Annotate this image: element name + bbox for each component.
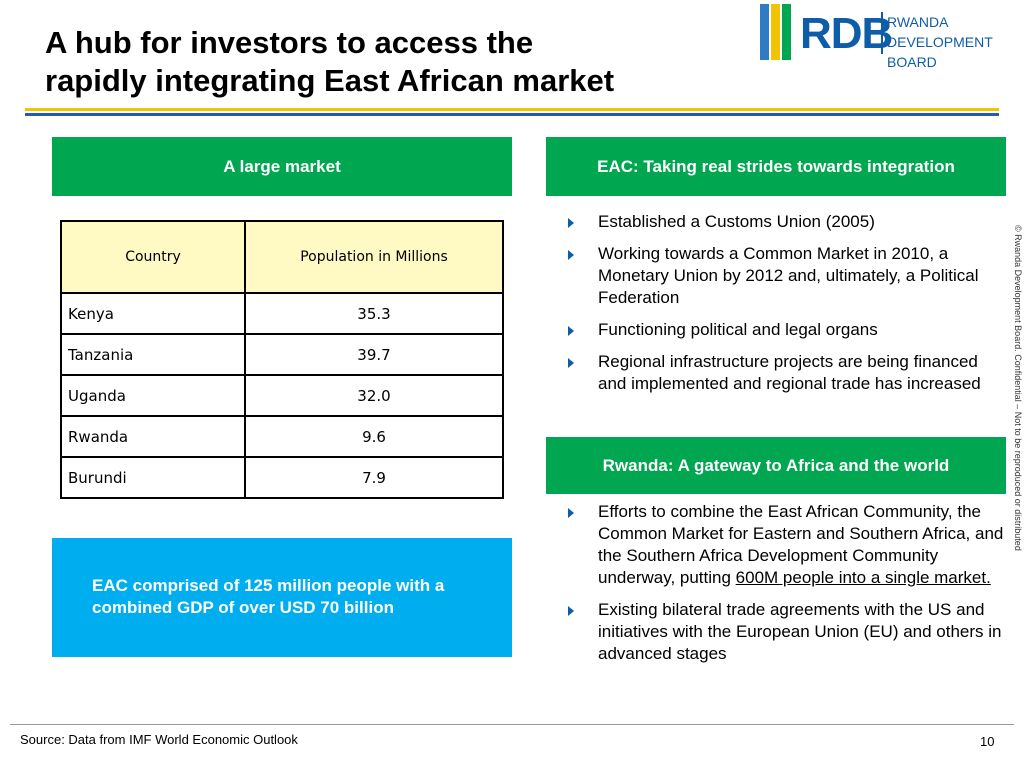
bullet-arrow-icon [568,250,574,260]
bullet-arrow-icon [568,358,574,368]
population-table: Country Population in Millions Kenya 35.… [60,220,504,499]
confidential-note: © Rwanda Development Board. Confidential… [1012,225,1023,551]
rdb-logo: RDB RWANDA DEVELOPMENT BOARD [760,4,1020,70]
table-row: Tanzania 39.7 [60,333,504,376]
confidential-note-text: © Rwanda Development Board. Confidential… [1013,225,1023,551]
population-cell: 35.3 [244,292,504,335]
eac-callout-text: EAC comprised of 125 million people with… [92,576,445,617]
eac-callout-box: EAC comprised of 125 million people with… [52,538,512,657]
list-item-text: Efforts to combine the East African Comm… [598,502,1004,587]
column-header-population: Population in Millions [244,220,504,294]
population-cell: 32.0 [244,374,504,417]
list-item-underlined-text: 600M people into a single market. [735,568,991,587]
source-note: Source: Data from IMF World Economic Out… [20,732,298,747]
list-item: Working towards a Common Market in 2010,… [548,243,1008,309]
list-item: Efforts to combine the East African Comm… [548,501,1008,589]
table-row: Rwanda 9.6 [60,415,504,458]
logo-mark: RDB [800,9,893,58]
table-row: Burundi 7.9 [60,456,504,499]
logo-bar-green [782,4,791,60]
rwanda-gateway-header: Rwanda: A gateway to Africa and the worl… [546,437,1006,494]
logo-line2: DEVELOPMENT BOARD [887,34,993,70]
logo-line1: RWANDA [887,14,949,30]
bullet-arrow-icon [568,326,574,336]
population-cell: 7.9 [244,456,504,499]
country-cell: Uganda [60,374,246,417]
table-row: Uganda 32.0 [60,374,504,417]
list-item: Existing bilateral trade agreements with… [548,599,1008,665]
eac-integration-header: EAC: Taking real strides towards integra… [546,137,1006,196]
table-row: Kenya 35.3 [60,292,504,335]
logo-bar-blue [760,4,769,60]
country-cell: Burundi [60,456,246,499]
table-header-row: Country Population in Millions [60,220,504,294]
rwanda-gateway-list: Efforts to combine the East African Comm… [548,501,1008,675]
country-cell: Kenya [60,292,246,335]
population-cell: 9.6 [244,415,504,458]
list-item-text: Established a Customs Union (2005) [598,212,875,231]
bullet-arrow-icon [568,508,574,518]
list-item: Regional infrastructure projects are bei… [548,351,1008,395]
logo-wordmark: RWANDA DEVELOPMENT BOARD [887,12,1020,72]
logo-divider [881,12,883,54]
column-header-country: Country [60,220,246,294]
list-item-text: Functioning political and legal organs [598,320,878,339]
eac-integration-list: Established a Customs Union (2005) Worki… [548,211,1008,405]
bullet-arrow-icon [568,218,574,228]
list-item-text: Working towards a Common Market in 2010,… [598,244,979,307]
country-cell: Tanzania [60,333,246,376]
list-item: Functioning political and legal organs [548,319,1008,341]
list-item: Established a Customs Union (2005) [548,211,1008,233]
bullet-arrow-icon [568,606,574,616]
population-cell: 39.7 [244,333,504,376]
logo-bars-icon [760,4,796,60]
list-item-text: Existing bilateral trade agreements with… [598,600,1002,663]
header-rule-blue [25,113,999,116]
large-market-header: A large market [52,137,512,196]
page-number: 10 [980,734,995,749]
country-cell: Rwanda [60,415,246,458]
header-rule-yellow [25,108,999,111]
list-item-text: Regional infrastructure projects are bei… [598,352,981,393]
footer-rule [10,724,1014,725]
slide-title-line2: rapidly integrating East African market [45,63,615,98]
slide-title: A hub for investors to access the rapidl… [45,24,745,100]
slide-title-line1: A hub for investors to access the [45,25,534,60]
logo-bar-yellow [771,4,780,60]
